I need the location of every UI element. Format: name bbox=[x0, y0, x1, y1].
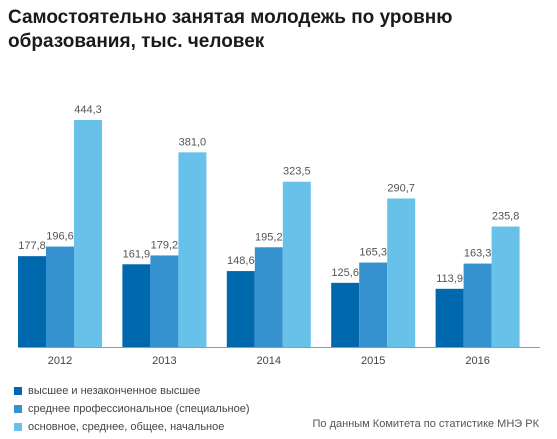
data-label-2015-series-1: 165,3 bbox=[359, 247, 387, 259]
chart-legend: высшее и незаконченное высшее среднее пр… bbox=[14, 382, 250, 436]
legend-swatch-vocational bbox=[14, 405, 22, 413]
legend-item-basic: основное, среднее, общее, начальное bbox=[14, 418, 250, 436]
legend-swatch-basic bbox=[14, 423, 22, 431]
bar-2012-series-0 bbox=[18, 256, 46, 347]
data-label-2014-series-2: 323,5 bbox=[283, 166, 311, 178]
x-tick-label-2013: 2013 bbox=[152, 355, 176, 367]
bar-2014-series-2 bbox=[282, 181, 311, 347]
data-label-2012-series-0: 177,8 bbox=[18, 240, 46, 252]
data-label-2016-series-0: 113,9 bbox=[436, 273, 463, 285]
data-label-2013-series-1: 179,2 bbox=[151, 239, 179, 251]
bar-2015-series-1 bbox=[359, 262, 388, 347]
bar-2013-series-2 bbox=[178, 152, 207, 347]
data-label-2015-series-0: 125,6 bbox=[331, 267, 359, 279]
bar-2016-series-2 bbox=[491, 226, 520, 347]
bar-2014-series-1 bbox=[254, 247, 283, 347]
legend-label-basic: основное, среднее, общее, начальное bbox=[28, 421, 225, 433]
data-label-2016-series-1: 163,3 bbox=[464, 248, 492, 260]
legend-label-higher: высшее и незаконченное высшее bbox=[28, 385, 201, 397]
bar-2016-series-1 bbox=[463, 263, 492, 347]
legend-item-vocational: среднее профессиональное (специальное) bbox=[14, 400, 250, 418]
data-label-2013-series-0: 161,9 bbox=[123, 248, 151, 260]
legend-label-vocational: среднее профессиональное (специальное) bbox=[28, 403, 250, 415]
bar-2015-series-0 bbox=[331, 282, 360, 347]
x-tick-label-2014: 2014 bbox=[257, 355, 281, 367]
bar-2014-series-0 bbox=[226, 271, 255, 347]
source-note: По данным Комитета по статистике МНЭ РК bbox=[312, 418, 540, 430]
chart-title: Самостоятельно занятая молодежь по уровн… bbox=[8, 7, 453, 52]
bar-2015-series-2 bbox=[387, 198, 416, 347]
legend-item-higher: высшее и незаконченное высшее bbox=[14, 382, 250, 400]
data-label-2016-series-2: 235,8 bbox=[492, 211, 520, 223]
legend-swatch-higher bbox=[14, 387, 22, 395]
data-label-2014-series-1: 195,2 bbox=[255, 231, 283, 243]
bar-2016-series-0 bbox=[435, 288, 464, 347]
x-tick-label-2015: 2015 bbox=[361, 355, 385, 367]
bar-2013-series-1 bbox=[150, 255, 179, 347]
data-label-2014-series-0: 148,6 bbox=[227, 255, 255, 267]
x-tick-label-2012: 2012 bbox=[48, 355, 72, 367]
bar-2012-series-2 bbox=[74, 120, 102, 347]
data-label-2012-series-1: 196,6 bbox=[46, 231, 74, 243]
x-tick-label-2016: 2016 bbox=[465, 355, 489, 367]
data-label-2012-series-2: 444,3 bbox=[74, 104, 102, 116]
bar-2012-series-1 bbox=[46, 246, 74, 347]
bar-2013-series-0 bbox=[122, 264, 151, 347]
data-label-2015-series-2: 290,7 bbox=[387, 182, 415, 194]
data-label-2013-series-2: 381,0 bbox=[179, 136, 207, 148]
